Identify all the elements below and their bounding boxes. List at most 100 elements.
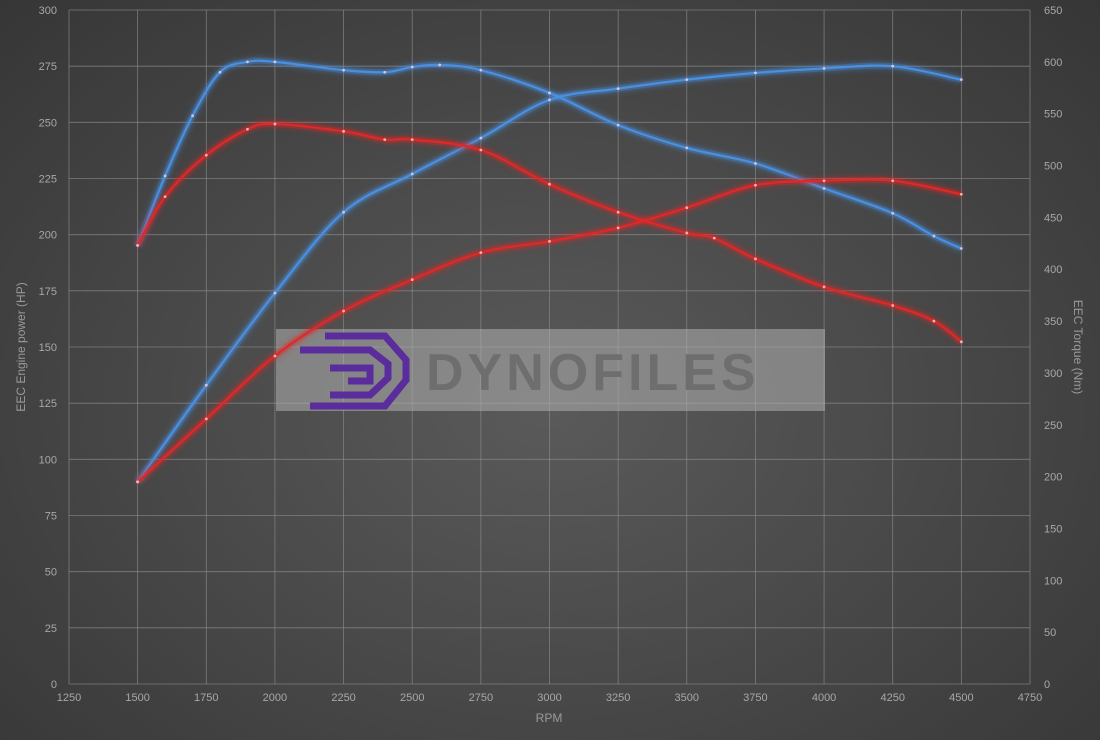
data-point <box>822 186 826 190</box>
y2-tick-label: 100 <box>1044 575 1062 587</box>
data-point <box>383 138 387 142</box>
y-tick-label: 175 <box>39 286 57 298</box>
y-tick-label: 125 <box>39 398 57 410</box>
data-point <box>616 210 620 214</box>
x-tick-label: 4000 <box>812 692 836 704</box>
data-point <box>822 179 826 183</box>
data-point <box>438 63 442 67</box>
data-point <box>410 65 414 69</box>
y-tick-label: 300 <box>39 5 57 17</box>
series-lines <box>134 57 964 485</box>
x-tick-label: 2000 <box>263 692 287 704</box>
x-tick-label: 4500 <box>949 692 973 704</box>
data-point <box>342 68 345 72</box>
data-point <box>246 60 249 64</box>
x-axis-label: RPM <box>536 711 563 725</box>
data-point <box>616 226 620 230</box>
data-point <box>410 172 414 176</box>
data-point <box>891 304 895 307</box>
dynofiles-logo-icon <box>300 332 410 410</box>
data-point <box>204 383 208 387</box>
data-point <box>479 251 483 255</box>
data-point <box>273 354 277 358</box>
data-point <box>891 64 895 68</box>
y-tick-label: 50 <box>45 567 57 579</box>
y2-tick-label: 650 <box>1044 5 1062 17</box>
data-point <box>136 243 140 247</box>
data-point <box>685 78 689 82</box>
watermark-text: DYNOFILES <box>426 344 760 402</box>
data-point <box>754 183 757 187</box>
grid <box>68 9 1031 685</box>
data-point <box>754 71 757 75</box>
x-tick-label: 3500 <box>675 692 699 704</box>
y2-tick-label: 600 <box>1044 57 1062 69</box>
torque-series-1 <box>134 57 963 252</box>
data-point <box>548 240 551 243</box>
data-point <box>410 278 414 281</box>
data-point <box>163 174 167 178</box>
x-tick-label: 3750 <box>743 692 767 704</box>
x-tick-label: 1500 <box>125 692 149 704</box>
x-tick-label: 3000 <box>537 692 561 704</box>
y-axis-label: EEC Engine power (HP) <box>14 282 28 411</box>
data-point <box>932 319 936 323</box>
y-tick-label: 200 <box>39 230 57 242</box>
dynofiles-watermark: DYNOFILES <box>276 329 825 411</box>
y2-tick-label: 200 <box>1044 472 1062 484</box>
data-point <box>218 70 222 74</box>
x-tick-label: 4750 <box>1018 692 1042 704</box>
data-point <box>754 257 757 261</box>
data-point <box>191 114 194 118</box>
y2-tick-label: 150 <box>1044 523 1062 535</box>
data-point <box>246 127 249 131</box>
x-tick-label: 1250 <box>57 692 81 704</box>
data-point <box>685 146 689 150</box>
y-tick-label: 250 <box>39 117 57 129</box>
data-point <box>204 153 208 157</box>
x-tick-label: 3250 <box>606 692 630 704</box>
data-point <box>273 60 277 64</box>
data-point <box>754 162 757 165</box>
data-point <box>410 138 414 142</box>
data-point <box>273 122 277 126</box>
data-point <box>712 236 716 240</box>
x-tick-label: 2750 <box>469 692 493 704</box>
power-series-0 <box>135 62 963 484</box>
data-point <box>342 210 345 214</box>
data-point <box>959 340 963 344</box>
data-point <box>479 136 483 140</box>
data-point <box>959 247 963 250</box>
y-tick-label: 75 <box>45 511 57 523</box>
y2-tick-label: 500 <box>1044 161 1062 173</box>
y-tick-label: 275 <box>39 61 57 73</box>
data-point <box>479 68 483 72</box>
y2-tick-label: 300 <box>1044 368 1062 380</box>
torque-series-3 <box>135 120 964 345</box>
data-point <box>479 148 483 152</box>
data-point <box>204 417 208 421</box>
data-point <box>616 123 620 127</box>
y2-tick-label: 350 <box>1044 316 1062 328</box>
x-tick-label: 1750 <box>194 692 218 704</box>
data-point <box>273 291 277 295</box>
y2-tick-label: 450 <box>1044 212 1062 224</box>
data-point <box>548 91 551 95</box>
y-tick-label: 25 <box>45 623 57 635</box>
tick-labels: 1250 1500 1750 2000 2250 2500 2750 3000 3250 3500… <box>39 5 1063 704</box>
data-point <box>342 129 345 133</box>
data-point <box>959 78 963 82</box>
data-point <box>136 480 140 484</box>
x-tick-label: 4250 <box>880 692 904 704</box>
data-point <box>932 234 936 238</box>
y-tick-label: 150 <box>39 342 57 354</box>
y2-tick-label: 50 <box>1044 627 1056 639</box>
data-point <box>685 206 689 210</box>
data-point <box>548 182 551 186</box>
data-point <box>685 231 689 235</box>
y-tick-label: 100 <box>39 454 57 466</box>
data-point <box>163 195 167 199</box>
data-point <box>959 192 963 196</box>
data-point <box>383 70 387 74</box>
